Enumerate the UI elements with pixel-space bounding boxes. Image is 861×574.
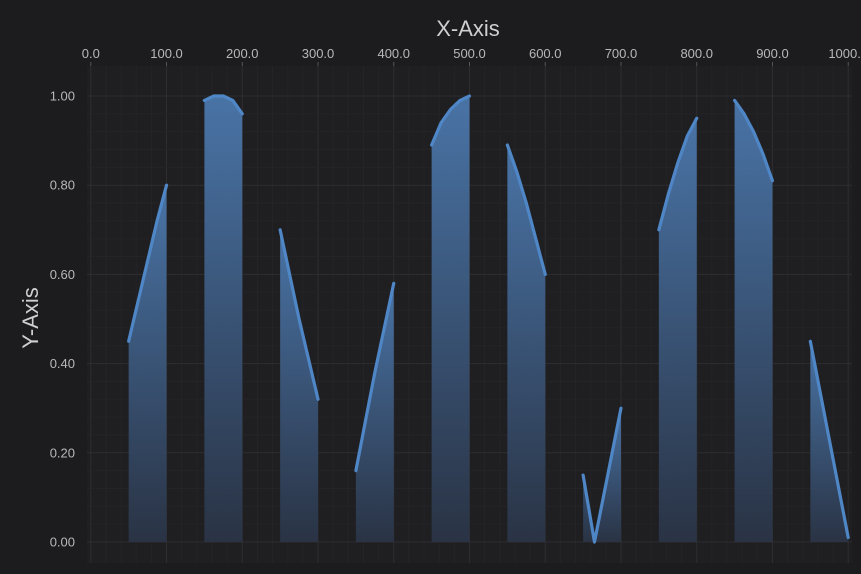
area-segment-7	[583, 408, 621, 542]
y-tick-label: 1.00	[50, 89, 75, 104]
area-segment-4	[355, 283, 394, 542]
x-tick-label: 900.0	[756, 46, 789, 61]
area-segment-3	[280, 229, 319, 543]
x-tick-label: 200.0	[226, 46, 259, 61]
area-segment-8	[658, 118, 697, 543]
line-segment-5	[430, 94, 472, 147]
x-tick-label: 400.0	[377, 46, 410, 61]
x-tick-label: 100.0	[150, 46, 183, 61]
x-axis-title: X-Axis	[436, 16, 500, 41]
series-lines	[127, 94, 850, 544]
y-axis-title: Y-Axis	[18, 287, 43, 349]
line-segment-2	[202, 94, 244, 116]
x-tick-label: 300.0	[302, 46, 335, 61]
x-tick-label: 500.0	[453, 46, 486, 61]
line-segment-9	[732, 98, 775, 183]
area-segment-1	[128, 185, 167, 542]
line-segment-3	[278, 228, 320, 401]
line-segment-1	[127, 183, 169, 343]
x-tick-labels: 0.0 100.0 200.0 300.0 400.0 500.0 600.0 700.0 80…	[82, 46, 861, 66]
y-tick-label: 0.00	[50, 535, 75, 550]
y-tick-label: 0.80	[50, 178, 75, 193]
x-tick-label: 0.0	[82, 46, 100, 61]
area-segment-5	[431, 96, 470, 542]
y-tick-label: 0.20	[50, 445, 75, 460]
x-tick-label: 600.0	[529, 46, 562, 61]
area-segment-9	[734, 100, 773, 543]
x-tick-label: 800.0	[680, 46, 713, 61]
x-tick-label: 1000.0	[828, 46, 861, 61]
line-segment-10	[808, 339, 850, 540]
line-segment-8	[657, 116, 699, 232]
y-tick-label: 0.60	[50, 267, 75, 282]
line-segment-7	[581, 406, 623, 544]
line-segment-6	[505, 143, 547, 276]
area-segment-2	[204, 96, 243, 542]
y-tick-labels: 0.00 0.20 0.40 0.60 0.80 1.00	[50, 89, 75, 550]
x-tick-label: 700.0	[605, 46, 638, 61]
y-tick-label: 0.40	[50, 356, 75, 371]
line-segment-4	[354, 281, 396, 473]
